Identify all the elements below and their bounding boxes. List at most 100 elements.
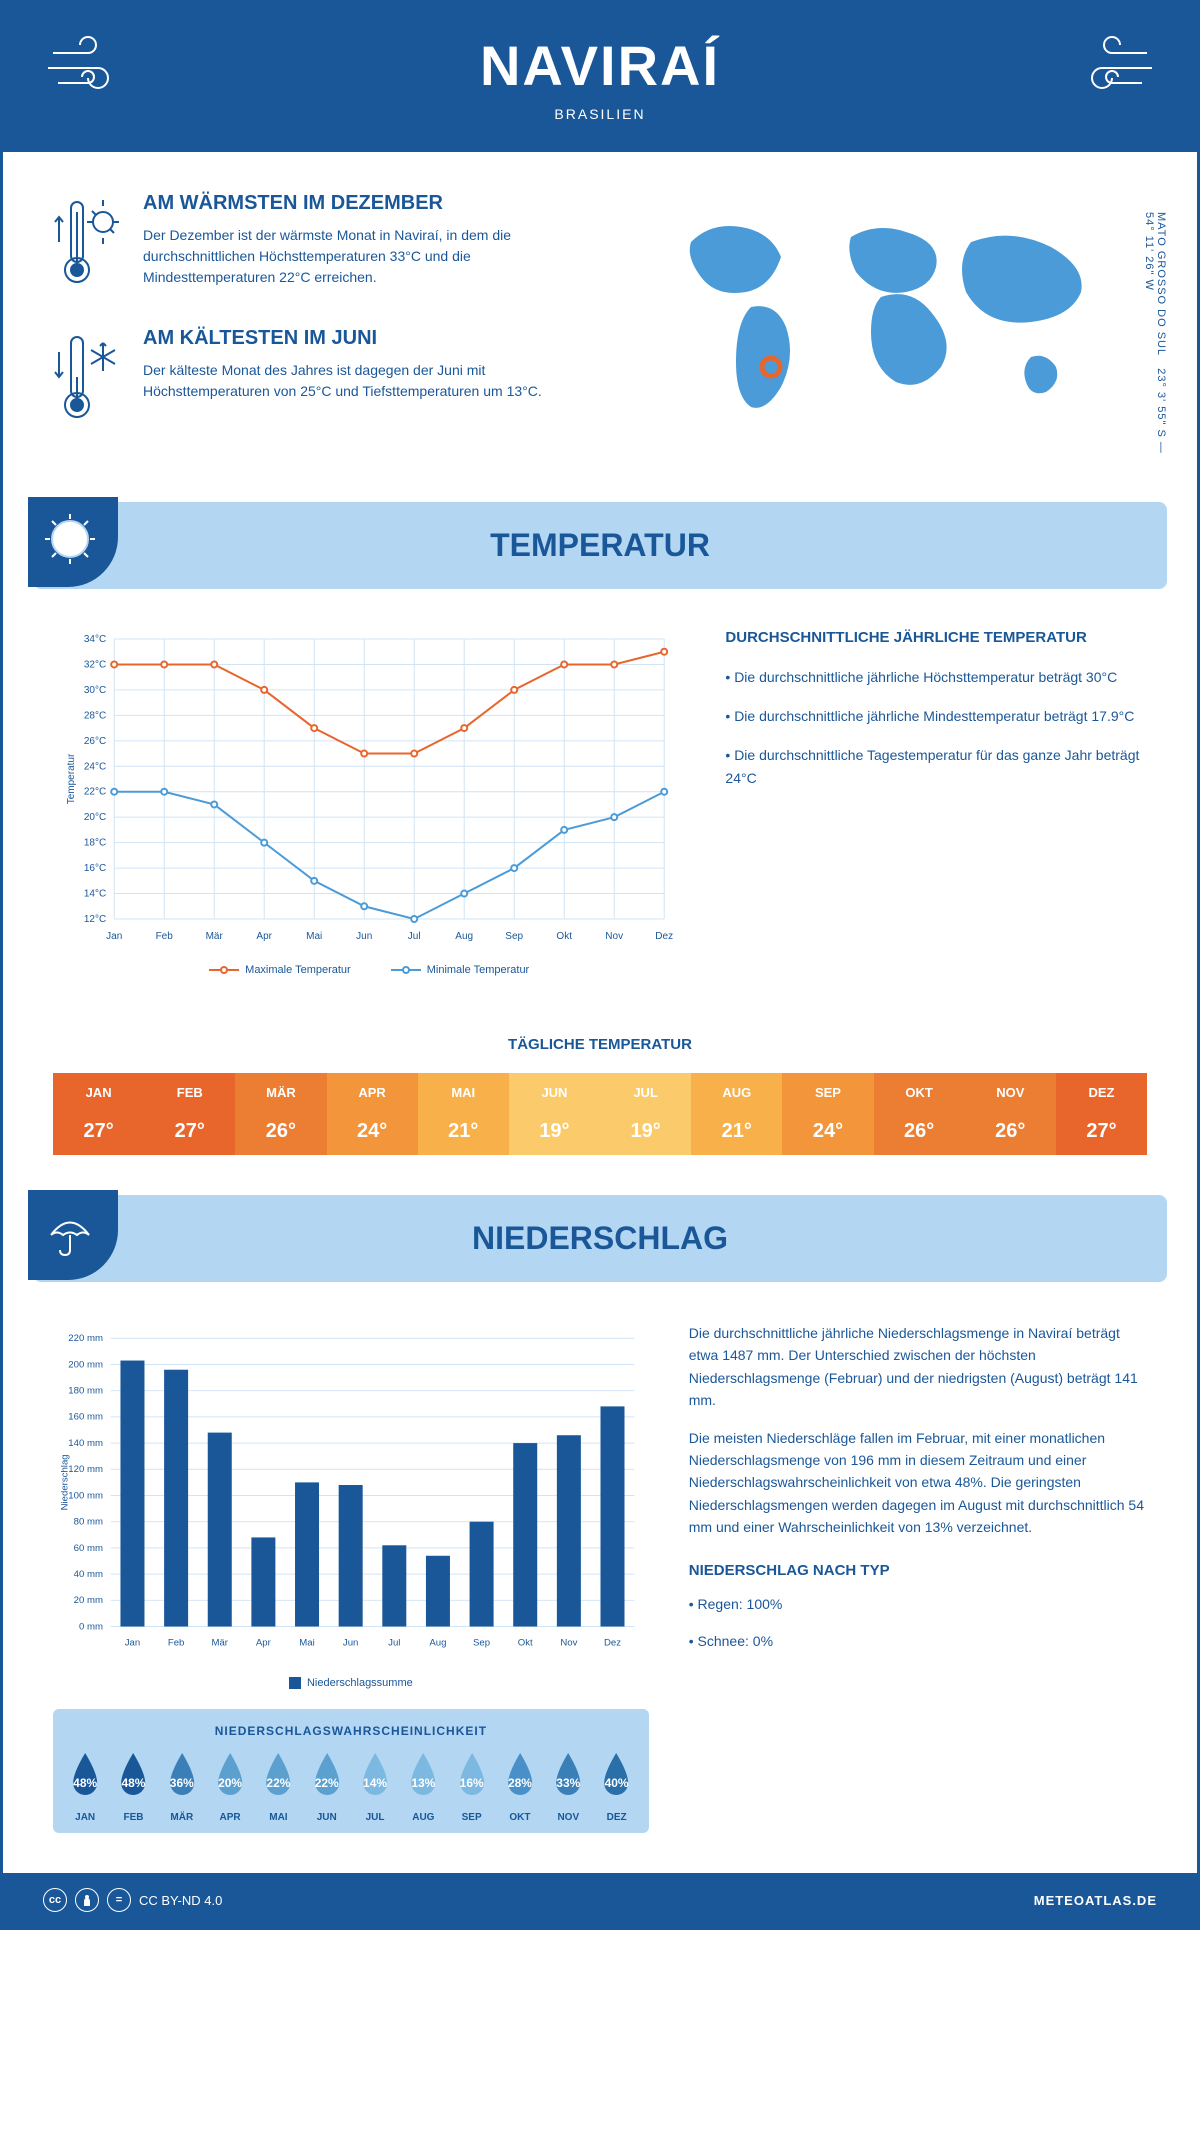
temp-cell: JUN19° bbox=[509, 1073, 600, 1155]
svg-text:0 mm: 0 mm bbox=[79, 1621, 103, 1632]
by-icon bbox=[75, 1888, 99, 1912]
prob-drop: 22%JUN bbox=[305, 1748, 349, 1823]
wind-icon bbox=[1067, 33, 1157, 108]
site-name: METEOATLAS.DE bbox=[1034, 1893, 1157, 1908]
temp-cell: DEZ27° bbox=[1056, 1073, 1147, 1155]
prob-drop: 28%OKT bbox=[498, 1748, 542, 1823]
temp-cell: NOV26° bbox=[965, 1073, 1056, 1155]
svg-text:Jul: Jul bbox=[388, 1638, 400, 1649]
temp-cell: JUL19° bbox=[600, 1073, 691, 1155]
svg-text:14°C: 14°C bbox=[84, 889, 106, 900]
svg-text:Mär: Mär bbox=[206, 931, 224, 942]
cc-icon: cc bbox=[43, 1888, 67, 1912]
temp-cell: MÄR26° bbox=[235, 1073, 326, 1155]
svg-text:Jun: Jun bbox=[343, 1638, 358, 1649]
warmest-fact: AM WÄRMSTEN IM DEZEMBER Der Dezember ist… bbox=[53, 192, 585, 297]
svg-text:Temperatur: Temperatur bbox=[66, 753, 77, 804]
prob-drop: 14%JUL bbox=[353, 1748, 397, 1823]
svg-text:32°C: 32°C bbox=[84, 659, 106, 670]
prob-drop: 48%JAN bbox=[63, 1748, 107, 1823]
svg-text:Mai: Mai bbox=[306, 931, 322, 942]
temperature-section-header: TEMPERATUR bbox=[33, 502, 1167, 589]
precip-info: Die durchschnittliche jährliche Niedersc… bbox=[689, 1322, 1147, 1833]
svg-text:Nov: Nov bbox=[560, 1638, 577, 1649]
fact-title: AM WÄRMSTEN IM DEZEMBER bbox=[143, 192, 585, 215]
svg-text:Apr: Apr bbox=[256, 1638, 272, 1649]
svg-text:Niederschlag: Niederschlag bbox=[59, 1454, 70, 1510]
svg-text:40 mm: 40 mm bbox=[74, 1569, 103, 1580]
intro-section: AM WÄRMSTEN IM DEZEMBER Der Dezember ist… bbox=[3, 152, 1197, 502]
fact-title: AM KÄLTESTEN IM JUNI bbox=[143, 327, 585, 350]
svg-text:120 mm: 120 mm bbox=[68, 1464, 103, 1475]
infographic-page: NAVIRAÍ BRASILIEN AM WÄRMSTEN IM DEZEMBE… bbox=[0, 0, 1200, 1930]
daily-temp-strip: JAN27°FEB27°MÄR26°APR24°MAI21°JUN19°JUL1… bbox=[53, 1073, 1147, 1155]
temp-cell: OKT26° bbox=[874, 1073, 965, 1155]
svg-text:Jan: Jan bbox=[125, 1638, 140, 1649]
precip-probability-box: NIEDERSCHLAGSWAHRSCHEINLICHKEIT 48%JAN48… bbox=[53, 1709, 649, 1833]
thermometer-hot-icon bbox=[53, 192, 123, 297]
svg-text:Jul: Jul bbox=[408, 931, 421, 942]
page-subtitle: BRASILIEN bbox=[23, 106, 1177, 122]
svg-text:16°C: 16°C bbox=[84, 863, 106, 874]
svg-text:Jun: Jun bbox=[356, 931, 372, 942]
svg-text:Dez: Dez bbox=[655, 931, 673, 942]
svg-text:Dez: Dez bbox=[604, 1638, 621, 1649]
svg-text:180 mm: 180 mm bbox=[68, 1386, 103, 1397]
coldest-fact: AM KÄLTESTEN IM JUNI Der kälteste Monat … bbox=[53, 327, 585, 432]
svg-text:Okt: Okt bbox=[556, 931, 572, 942]
page-title: NAVIRAÍ bbox=[23, 33, 1177, 98]
temperature-line-chart: 12°C 14°C 16°C 18°C 20°C 22°C 24°C 26°C 28°C 30°C… bbox=[53, 629, 685, 976]
prob-drop: 40%DEZ bbox=[594, 1748, 638, 1823]
svg-text:26°C: 26°C bbox=[84, 736, 106, 747]
nd-icon: = bbox=[107, 1888, 131, 1912]
svg-text:Mai: Mai bbox=[299, 1638, 314, 1649]
svg-text:140 mm: 140 mm bbox=[68, 1438, 103, 1449]
prob-drop: 22%MAI bbox=[256, 1748, 300, 1823]
coordinates: MATO GROSSO DO SUL 23° 3' 55" S — 54° 11… bbox=[1143, 212, 1167, 462]
temp-cell: SEP24° bbox=[782, 1073, 873, 1155]
svg-text:Nov: Nov bbox=[605, 931, 623, 942]
svg-text:Feb: Feb bbox=[156, 931, 174, 942]
temp-cell: JAN27° bbox=[53, 1073, 144, 1155]
chart-legend: Niederschlagssumme bbox=[53, 1677, 649, 1689]
svg-text:Feb: Feb bbox=[168, 1638, 185, 1649]
fact-text: Der Dezember ist der wärmste Monat in Na… bbox=[143, 225, 585, 288]
header: NAVIRAÍ BRASILIEN bbox=[3, 3, 1197, 152]
svg-text:220 mm: 220 mm bbox=[68, 1333, 103, 1344]
svg-text:Sep: Sep bbox=[473, 1638, 490, 1649]
prob-drop: 36%MÄR bbox=[160, 1748, 204, 1823]
thermometer-cold-icon bbox=[53, 327, 123, 432]
temp-cell: APR24° bbox=[327, 1073, 418, 1155]
prob-drop: 13%AUG bbox=[401, 1748, 445, 1823]
svg-text:80 mm: 80 mm bbox=[74, 1517, 103, 1528]
prob-drop: 20%APR bbox=[208, 1748, 252, 1823]
wind-icon bbox=[43, 33, 133, 108]
svg-text:Jan: Jan bbox=[106, 931, 122, 942]
fact-text: Der kälteste Monat des Jahres ist dagege… bbox=[143, 360, 585, 402]
svg-text:Sep: Sep bbox=[505, 931, 523, 942]
svg-text:22°C: 22°C bbox=[84, 787, 106, 798]
svg-text:18°C: 18°C bbox=[84, 838, 106, 849]
svg-text:100 mm: 100 mm bbox=[68, 1490, 103, 1501]
svg-text:12°C: 12°C bbox=[84, 914, 106, 925]
svg-text:20°C: 20°C bbox=[84, 812, 106, 823]
svg-text:30°C: 30°C bbox=[84, 685, 106, 696]
precipitation-bar-chart: 0 mm20 mm40 mm60 mm80 mm100 mm120 mm140 … bbox=[53, 1322, 649, 1689]
svg-text:Aug: Aug bbox=[455, 931, 473, 942]
footer: cc = CC BY-ND 4.0 METEOATLAS.DE bbox=[3, 1873, 1197, 1927]
temp-cell: FEB27° bbox=[144, 1073, 235, 1155]
prob-drop: 16%SEP bbox=[450, 1748, 494, 1823]
temp-cell: AUG21° bbox=[691, 1073, 782, 1155]
svg-text:60 mm: 60 mm bbox=[74, 1543, 103, 1554]
temperature-info: DURCHSCHNITTLICHE JÄHRLICHE TEMPERATUR •… bbox=[725, 629, 1147, 976]
precip-section-header: NIEDERSCHLAG bbox=[33, 1195, 1167, 1282]
svg-text:34°C: 34°C bbox=[84, 634, 106, 645]
prob-drop: 48%FEB bbox=[111, 1748, 155, 1823]
daily-temp-title: TÄGLICHE TEMPERATUR bbox=[3, 1036, 1197, 1053]
svg-text:24°C: 24°C bbox=[84, 761, 106, 772]
prob-drop: 33%NOV bbox=[546, 1748, 590, 1823]
svg-text:Aug: Aug bbox=[429, 1638, 446, 1649]
svg-text:Apr: Apr bbox=[256, 931, 272, 942]
svg-text:28°C: 28°C bbox=[84, 710, 106, 721]
svg-text:Okt: Okt bbox=[518, 1638, 533, 1649]
